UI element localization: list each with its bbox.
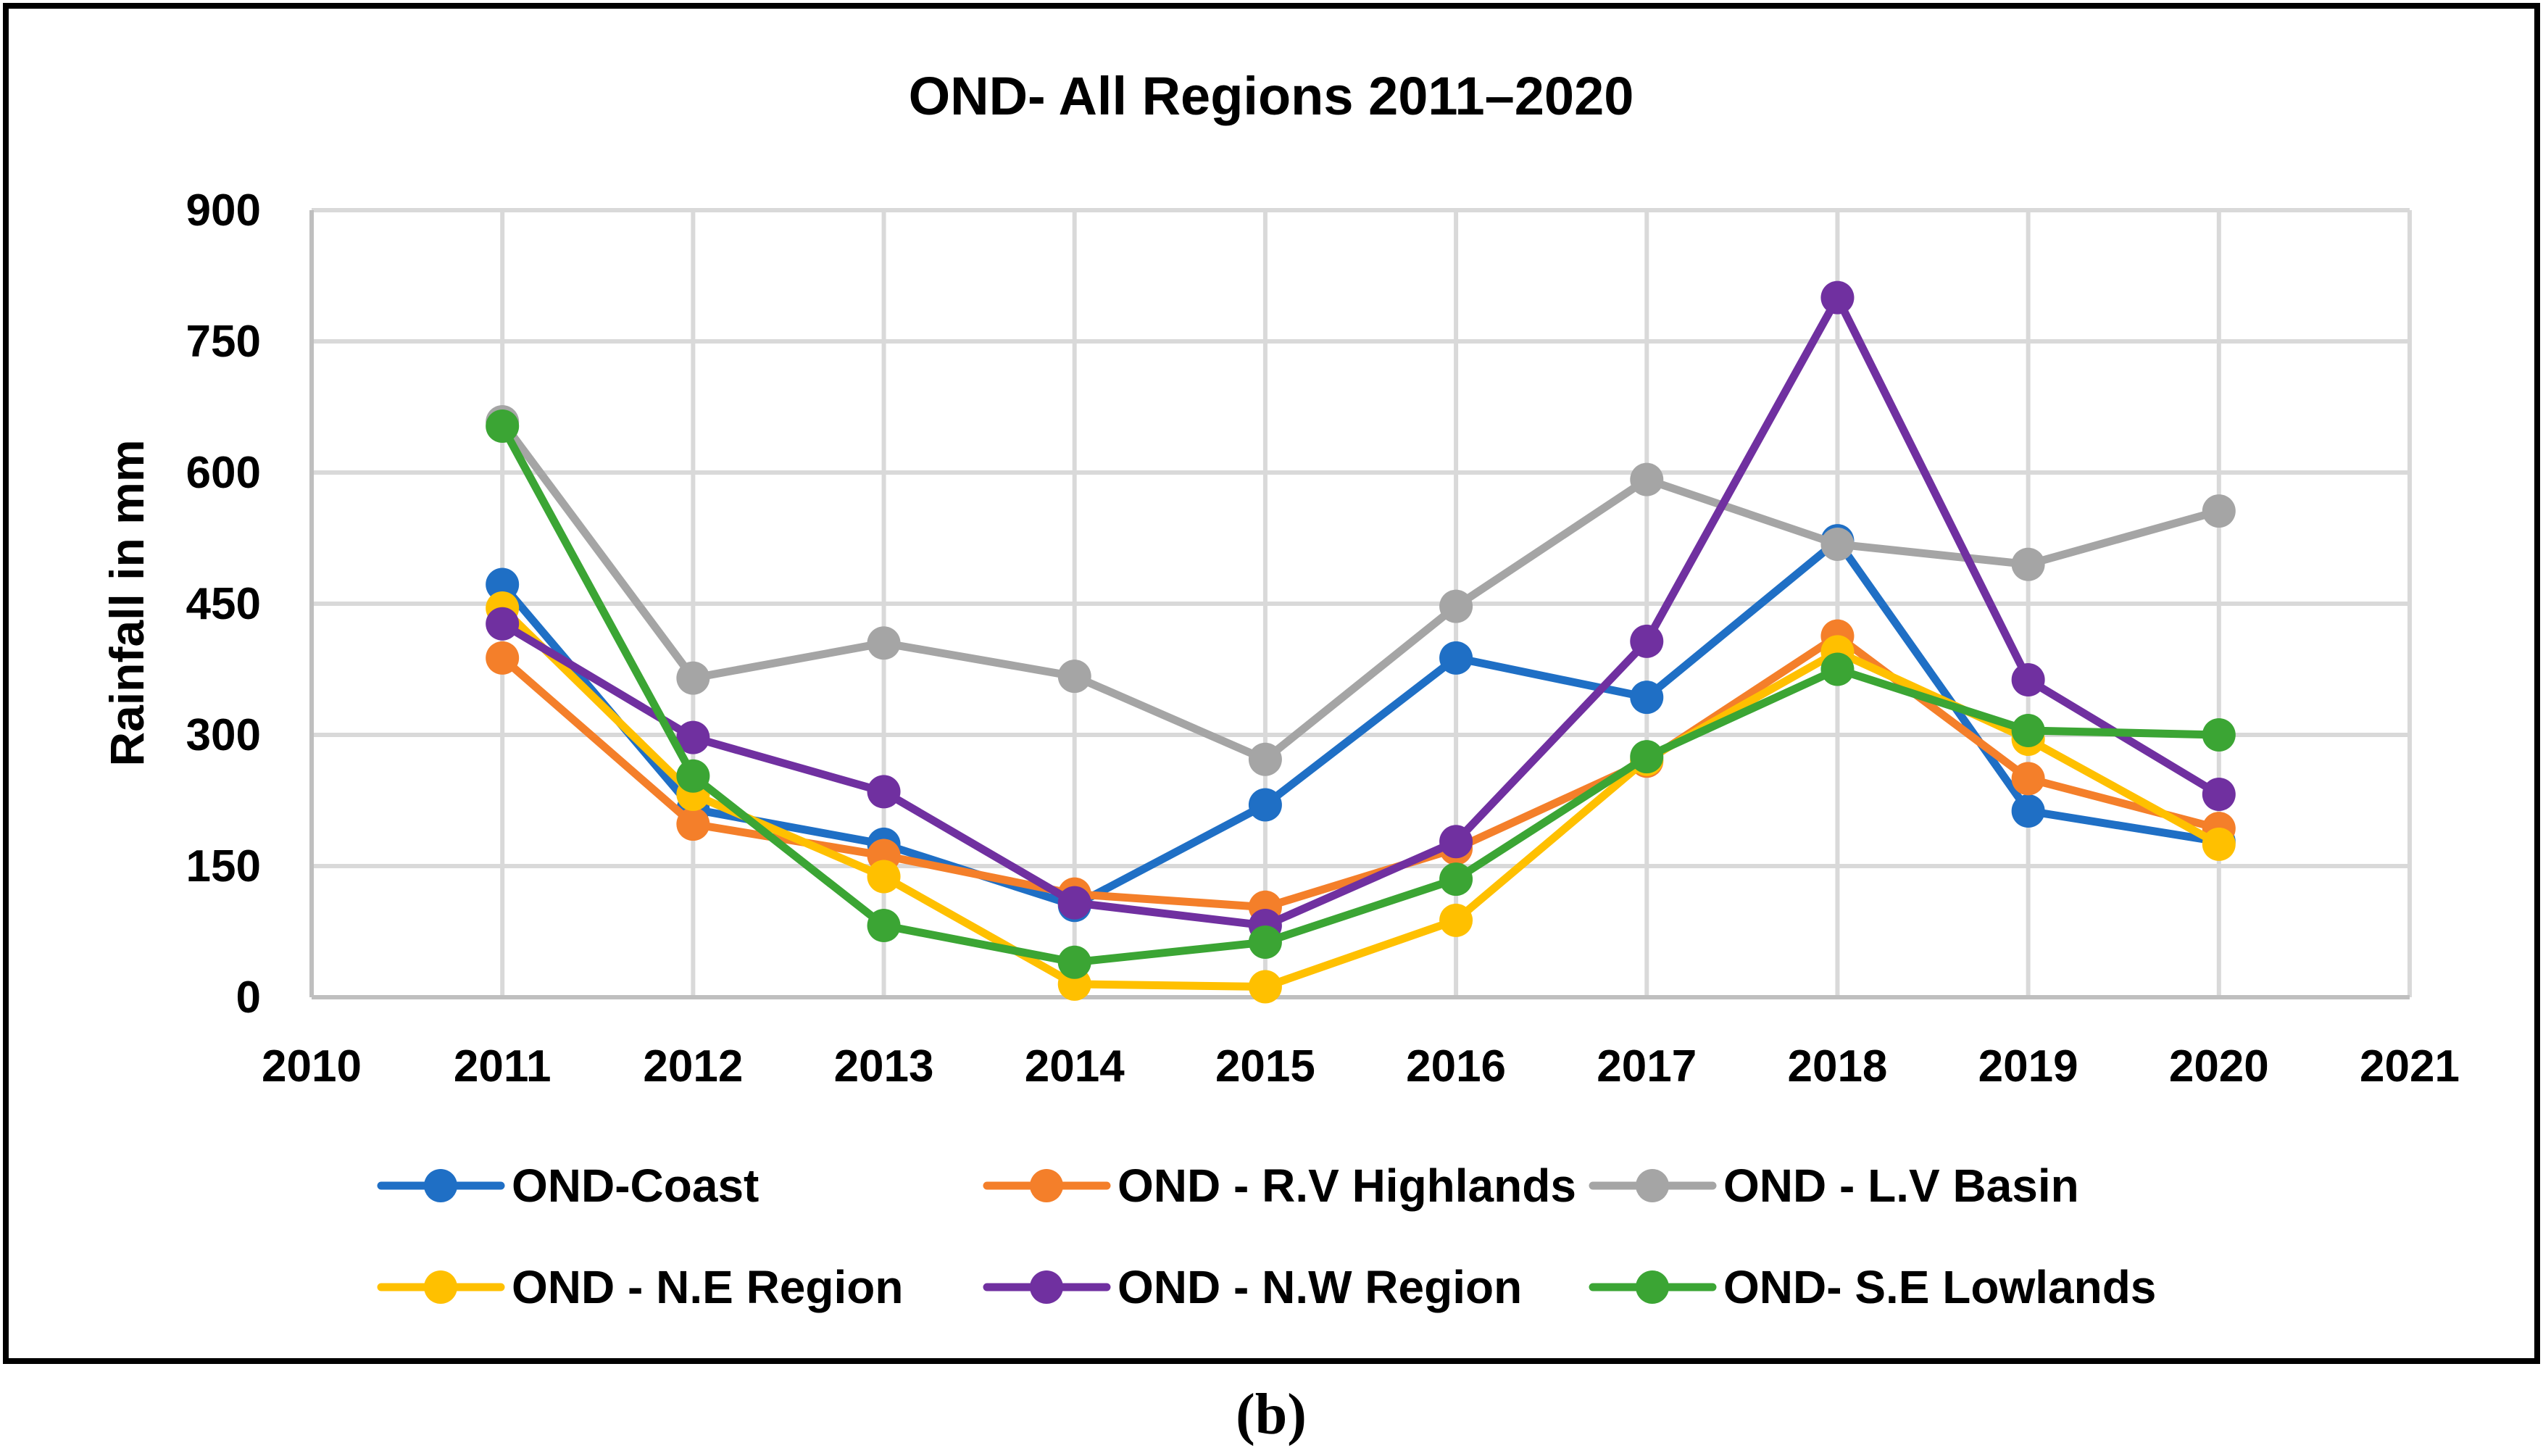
- legend-swatch-marker: [1636, 1270, 1669, 1304]
- data-point: [1057, 945, 1091, 979]
- x-tick-label: 2014: [1025, 1041, 1125, 1091]
- data-point: [1248, 788, 1282, 822]
- series-line: [498, 417, 2223, 764]
- data-point: [1630, 681, 1664, 715]
- data-point: [1248, 742, 1282, 776]
- y-tick-label: 900: [186, 186, 261, 236]
- data-point: [486, 607, 520, 641]
- data-point: [1630, 624, 1664, 658]
- data-point: [2011, 547, 2045, 581]
- data-point: [486, 567, 520, 602]
- legend-item: OND - N.E Region: [377, 1261, 903, 1313]
- data-point: [1248, 925, 1282, 959]
- data-point: [2011, 662, 2045, 696]
- y-tick-label: 600: [186, 448, 261, 498]
- legend-item: OND - N.W Region: [983, 1261, 1522, 1313]
- data-point: [867, 909, 901, 943]
- data-point: [676, 807, 710, 841]
- y-tick-label: 300: [186, 710, 261, 760]
- data-point: [2202, 827, 2236, 861]
- x-tick-label: 2020: [2169, 1041, 2269, 1091]
- data-point: [2011, 762, 2045, 796]
- grid-layer: [312, 208, 2412, 997]
- series-line: [498, 604, 2223, 991]
- series-line: [498, 632, 2223, 912]
- series-line: [498, 294, 2223, 930]
- data-point: [1439, 589, 1473, 623]
- legend-item: OND - R.V Highlands: [983, 1160, 1576, 1212]
- data-point: [1439, 862, 1473, 897]
- data-point: [1439, 641, 1473, 675]
- legend-label: OND - N.E Region: [512, 1261, 903, 1313]
- axis-layer: 0 150 300 450 600 750 900 2010 2011 2012 2013 2014 2…: [186, 186, 2460, 1091]
- legend-label: OND- S.E Lowlands: [1723, 1261, 2156, 1313]
- data-point: [1248, 970, 1282, 1004]
- data-point: [2011, 794, 2045, 828]
- x-tick-label: 2019: [1978, 1041, 2078, 1091]
- y-axis-label: Rainfall in mm: [100, 439, 154, 766]
- legend-item: OND - L.V Basin: [1589, 1160, 2079, 1212]
- chart-title: OND- All Regions 2011–2020: [909, 66, 1634, 126]
- data-point: [2202, 718, 2236, 752]
- data-point: [1439, 903, 1473, 937]
- x-tick-label: 2013: [834, 1041, 934, 1091]
- data-point: [1057, 886, 1091, 920]
- y-tick-label: 0: [236, 973, 261, 1023]
- legend-label: OND - L.V Basin: [1723, 1160, 2079, 1212]
- data-point: [867, 626, 901, 660]
- series-line: [498, 536, 2223, 910]
- figure-caption: (b): [1236, 1383, 1307, 1447]
- data-point: [676, 720, 710, 754]
- data-point: [1820, 652, 1855, 686]
- data-point: [1630, 740, 1664, 774]
- x-tick-label: 2018: [1787, 1041, 1887, 1091]
- data-point: [676, 661, 710, 695]
- series-4: [486, 280, 2236, 943]
- legend-label: OND-Coast: [512, 1160, 759, 1212]
- x-tick-label: 2012: [643, 1041, 743, 1091]
- data-point: [2011, 713, 2045, 747]
- y-tick-label: 750: [186, 317, 261, 367]
- legend-swatch-marker: [1636, 1169, 1669, 1202]
- data-point: [486, 641, 520, 675]
- legend-swatch-marker: [1030, 1169, 1063, 1202]
- y-tick-label: 450: [186, 579, 261, 629]
- legend-swatch-marker: [424, 1270, 457, 1304]
- data-point: [867, 860, 901, 894]
- series-line: [498, 422, 2223, 967]
- series-layer: [486, 280, 2236, 1004]
- x-tick-label: 2017: [1597, 1041, 1697, 1091]
- legend-item: OND- S.E Lowlands: [1589, 1261, 2156, 1313]
- x-tick-label: 2015: [1215, 1041, 1315, 1091]
- data-point: [867, 775, 901, 809]
- data-point: [2202, 494, 2236, 528]
- data-point: [1439, 825, 1473, 859]
- x-tick-label: 2016: [1406, 1041, 1506, 1091]
- data-point: [1820, 527, 1855, 561]
- series-5: [486, 409, 2236, 979]
- data-point: [2202, 778, 2236, 812]
- y-tick-label: 150: [186, 841, 261, 891]
- data-point: [486, 409, 520, 444]
- legend-swatch-marker: [1030, 1270, 1063, 1304]
- legend-label: OND - N.W Region: [1117, 1261, 1522, 1313]
- chart-frame: [3, 3, 2540, 1364]
- x-tick-label: 2010: [262, 1041, 362, 1091]
- legend: OND-Coast OND - R.V Highlands OND - L.V Ba…: [377, 1160, 2156, 1313]
- x-tick-label: 2021: [2360, 1041, 2460, 1091]
- data-point: [1820, 280, 1855, 315]
- data-point: [1057, 660, 1091, 694]
- data-point: [1630, 462, 1664, 496]
- legend-item: OND-Coast: [377, 1160, 759, 1212]
- legend-label: OND - R.V Highlands: [1117, 1160, 1576, 1212]
- legend-swatch-marker: [424, 1169, 457, 1202]
- x-tick-label: 2011: [454, 1041, 552, 1091]
- series-2: [486, 405, 2236, 776]
- data-point: [676, 759, 710, 793]
